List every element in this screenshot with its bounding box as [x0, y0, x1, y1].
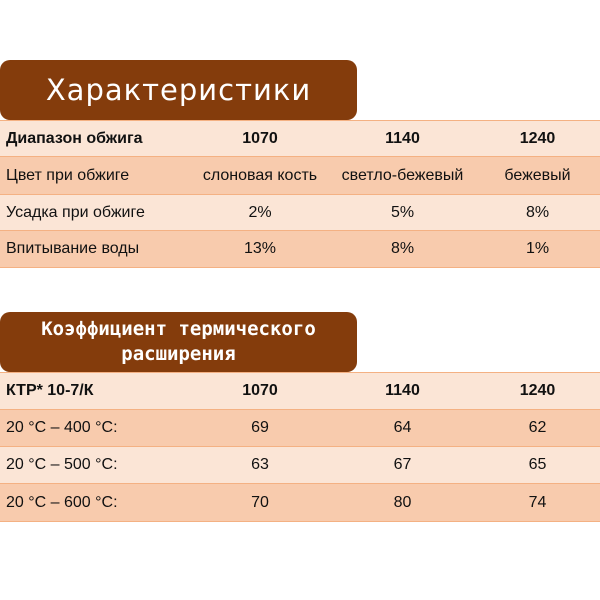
row-label: Впитывание воды — [6, 240, 140, 257]
cell: 1% — [525, 240, 550, 257]
table-row: Цвет при обжиге слоновая кость светло-бе… — [0, 157, 600, 195]
table-row: 20 °C – 500 °C: 63 67 65 — [0, 447, 600, 484]
header-cell: 1070 — [242, 129, 278, 147]
table-row: Усадка при обжиге 2% 5% 8% — [0, 195, 600, 231]
row-label: Усадка при обжиге — [6, 203, 145, 221]
header-cell: 1070 — [242, 382, 278, 399]
cell: 70 — [251, 493, 269, 511]
cell: 2% — [248, 203, 272, 221]
header-cell: 1240 — [519, 129, 556, 147]
row-label: 20 °C – 600 °C: — [6, 493, 118, 511]
table-row: Впитывание воды 13% 8% 1% — [0, 231, 600, 268]
row-label: Цвет при обжиге — [6, 166, 130, 184]
expansion-title: Коэффициент термического расширения — [0, 312, 357, 372]
expansion-title-line2: расширения — [121, 343, 236, 365]
cell: 69 — [251, 419, 269, 436]
cell: 8% — [390, 240, 415, 257]
header-cell: 1240 — [519, 382, 556, 399]
cell: 5% — [390, 203, 415, 221]
cell: 63 — [251, 456, 269, 473]
cell: 13% — [243, 240, 277, 257]
cell: 80 — [393, 493, 412, 511]
cell: слоновая кость — [202, 166, 318, 184]
cell: 8% — [525, 203, 550, 221]
cell: 74 — [528, 493, 547, 511]
cell: 65 — [528, 456, 547, 473]
header-cell: Диапазон обжига — [6, 129, 143, 147]
table-header-row: Диапазон обжига 1070 1140 1240 — [0, 120, 600, 157]
cell: светло-бежевый — [341, 166, 464, 184]
expansion-table: КТР* 10-7/К 1070 1140 1240 20 °C – 400 °… — [0, 372, 600, 522]
row-label: 20 °C – 400 °C: — [6, 419, 118, 436]
header-cell: КТР* 10-7/К — [6, 382, 94, 399]
table-row: 20 °C – 600 °C: 70 80 74 — [0, 484, 600, 522]
table-row: 20 °C – 400 °C: 69 64 62 — [0, 410, 600, 447]
expansion-title-line1: Коэффициент термического — [41, 318, 316, 340]
cell: 62 — [528, 419, 547, 436]
header-cell: 1140 — [385, 129, 420, 147]
table-header-row: КТР* 10-7/К 1070 1140 1240 — [0, 372, 600, 410]
cell: бежевый — [504, 166, 571, 184]
characteristics-title: Характеристики — [0, 60, 357, 120]
header-cell: 1140 — [385, 382, 420, 399]
cell: 67 — [393, 456, 412, 473]
characteristics-table: Диапазон обжига 1070 1140 1240 Цвет при … — [0, 120, 600, 268]
row-label: 20 °C – 500 °C: — [6, 456, 118, 473]
cell: 64 — [393, 419, 412, 436]
